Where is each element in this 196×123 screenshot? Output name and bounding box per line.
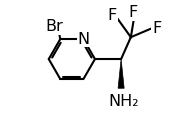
Text: F: F [152, 21, 161, 36]
Text: N: N [77, 32, 89, 47]
Polygon shape [118, 59, 124, 88]
Text: NH₂: NH₂ [108, 94, 139, 109]
Text: Br: Br [45, 19, 63, 34]
Text: F: F [129, 5, 138, 20]
Text: F: F [108, 8, 117, 23]
